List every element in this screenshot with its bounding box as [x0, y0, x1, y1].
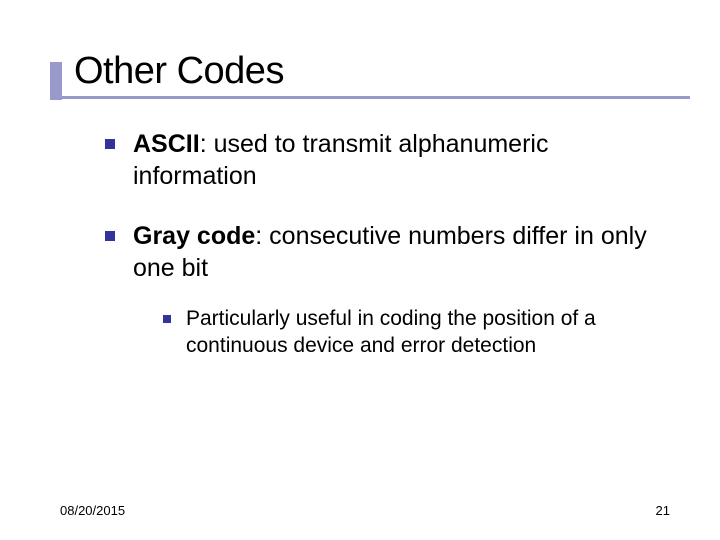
sub-bullet-text: Particularly useful in coding the positi… [186, 306, 660, 360]
square-bullet-icon [163, 315, 171, 323]
slide-title: Other Codes [60, 50, 670, 93]
sub-bullet-list: Particularly useful in coding the positi… [105, 306, 660, 360]
bullet-bold: Gray code [133, 222, 255, 250]
slide-body: ASCII: used to transmit alphanumeric inf… [60, 128, 670, 360]
bullet-text: Gray code: consecutive numbers differ in… [133, 220, 660, 284]
footer-date: 08/20/2015 [60, 503, 125, 518]
square-bullet-icon [105, 231, 115, 241]
title-block: Other Codes [60, 50, 670, 93]
bullet-item-gray-code: Gray code: consecutive numbers differ in… [105, 220, 660, 284]
footer-page-number: 21 [656, 503, 670, 518]
bullet-bold: ASCII [133, 130, 200, 158]
title-accent-bar [50, 62, 62, 100]
title-underline [50, 96, 690, 99]
sub-bullet-item: Particularly useful in coding the positi… [163, 306, 660, 360]
slide: Other Codes ASCII: used to transmit alph… [0, 0, 720, 540]
bullet-text: ASCII: used to transmit alphanumeric inf… [133, 128, 660, 192]
bullet-item-ascii: ASCII: used to transmit alphanumeric inf… [105, 128, 660, 192]
square-bullet-icon [105, 139, 115, 149]
slide-footer: 08/20/2015 21 [60, 503, 670, 518]
